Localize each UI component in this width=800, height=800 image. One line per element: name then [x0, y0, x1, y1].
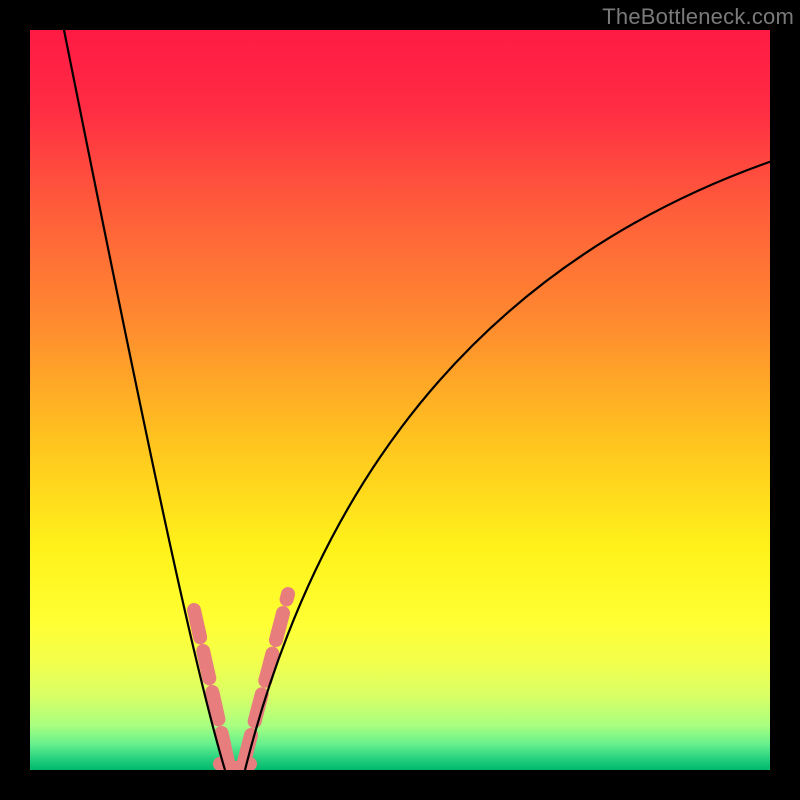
curve-right-branch	[245, 160, 770, 770]
chart-frame: TheBottleneck.com	[0, 0, 800, 800]
watermark-text: TheBottleneck.com	[602, 4, 794, 30]
curve-highlight	[194, 594, 288, 768]
plot-area	[30, 30, 770, 770]
curve-layer	[30, 30, 770, 770]
